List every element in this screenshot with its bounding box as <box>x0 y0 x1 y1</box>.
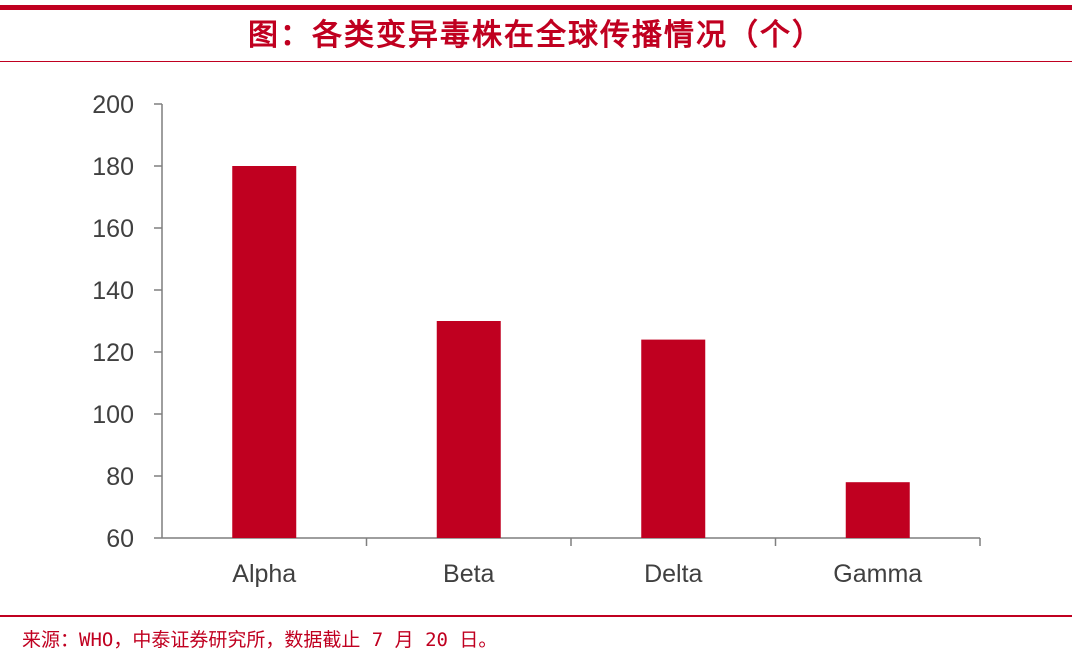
x-category-label: Beta <box>443 560 495 588</box>
x-axis: Alpha Beta Delta Gamma <box>162 537 981 588</box>
source-note: 来源：WHO，中泰证券研究所，数据截止 7 月 20 日。 <box>22 629 498 651</box>
chart-title: 图：各类变异毒株在全球传播情况（个） <box>248 18 824 53</box>
top-rule <box>0 5 1072 10</box>
y-tick-label: 60 <box>106 525 134 553</box>
bars <box>232 166 910 538</box>
title-rule <box>0 61 1072 62</box>
y-tick-label: 80 <box>106 463 134 491</box>
y-axis: 60 80 100 120 140 160 180 200 <box>92 91 163 553</box>
y-tick-label: 200 <box>92 91 134 119</box>
bar-chart: 60 80 100 120 140 160 180 200 Alpha Beta Delta Gam… <box>92 91 981 588</box>
y-tick-label: 140 <box>92 277 134 305</box>
y-tick-label: 100 <box>92 401 134 429</box>
y-tick-label: 180 <box>92 153 134 181</box>
x-category-label: Alpha <box>232 560 296 588</box>
y-tick-label: 160 <box>92 215 134 243</box>
y-tick-label: 120 <box>92 339 134 367</box>
x-category-label: Delta <box>644 560 702 588</box>
x-category-label: Gamma <box>833 560 922 588</box>
bar-delta <box>641 339 706 538</box>
source-rule <box>0 615 1072 617</box>
bar-beta <box>436 321 501 538</box>
bar-alpha <box>232 166 297 538</box>
bar-gamma <box>845 482 910 538</box>
